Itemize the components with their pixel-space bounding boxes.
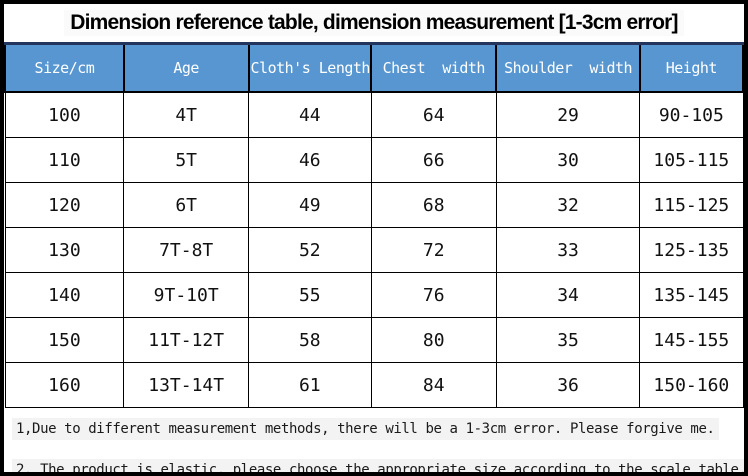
footnote-text: 2. The product is elastic, please choose… [12,458,744,472]
column-header-shoulder: Shoulder width [495,42,641,93]
size-reference-table: Size/cm Age Cloth's Length Chest width S… [4,42,744,408]
table-cell: 7T-8T [123,227,250,273]
table-cell: 58 [248,317,372,363]
table-cell: 61 [248,362,372,408]
footnote-elastic-sizing: 2. The product is elastic, please choose… [12,449,744,472]
table-cell: 145-155 [639,317,744,363]
table-cell: 160 [4,362,125,408]
table-cell: 55 [248,272,372,318]
table-row: 130 7T-8T 52 72 33 125-135 [4,227,744,273]
table-cell: 68 [370,182,497,228]
table-cell: 46 [248,137,372,183]
table-cell: 34 [495,272,641,318]
table-cell: 115-125 [639,182,744,228]
table-cell: 11T-12T [123,317,250,363]
table-cell: 44 [248,91,372,138]
table-cell: 140 [4,272,125,318]
table-cell: 9T-10T [123,272,250,318]
table-cell: 6T [123,182,250,228]
table-row: 120 6T 49 68 32 115-125 [4,182,744,228]
table-cell: 35 [495,317,641,363]
table-cell: 125-135 [639,227,744,273]
table-cell: 76 [370,272,497,318]
footnote-text: 1,Due to different measurement methods, … [12,417,719,440]
table-cell: 150-160 [639,362,744,408]
table-cell: 100 [4,91,125,138]
table-cell: 120 [4,182,125,228]
table-cell: 80 [370,317,497,363]
table-cell: 64 [370,91,497,138]
footnote-measurement-error: 1,Due to different measurement methods, … [12,408,744,449]
table-row: 140 9T-10T 55 76 34 135-145 [4,272,744,318]
title-bar: Dimension reference table, dimension mea… [4,4,744,42]
column-header-age: Age [122,42,250,93]
table-cell: 32 [495,182,641,228]
table-row: 150 11T-12T 58 80 35 145-155 [4,317,744,363]
table-cell: 29 [495,91,641,138]
table-row: 110 5T 46 66 30 105-115 [4,137,744,183]
column-header-height: Height [638,42,744,93]
footnotes: 1,Due to different measurement methods, … [4,408,744,472]
table-cell: 110 [4,137,125,183]
table-cell: 36 [495,362,641,408]
table-cell: 135-145 [639,272,744,318]
table-cell: 72 [370,227,497,273]
column-header-length: Cloth's Length [247,42,373,93]
table-cell: 5T [123,137,250,183]
table-cell: 105-115 [639,137,744,183]
page-title: Dimension reference table, dimension mea… [64,10,684,36]
table-cell: 130 [4,227,125,273]
table-cell: 33 [495,227,641,273]
table-cell: 150 [4,317,125,363]
table-cell: 49 [248,182,372,228]
table-cell: 13T-14T [123,362,250,408]
table-cell: 90-105 [639,91,744,138]
table-cell: 4T [123,91,250,138]
table-cell: 52 [248,227,372,273]
table-cell: 84 [370,362,497,408]
column-header-size: Size/cm [4,42,125,93]
table-cell: 66 [370,137,497,183]
table-row: 160 13T-14T 61 84 36 150-160 [4,362,744,408]
table-cell: 30 [495,137,641,183]
column-header-chest: Chest width [370,42,498,93]
table-header-row: Size/cm Age Cloth's Length Chest width S… [4,42,744,93]
table-row: 100 4T 44 64 29 90-105 [4,91,744,138]
